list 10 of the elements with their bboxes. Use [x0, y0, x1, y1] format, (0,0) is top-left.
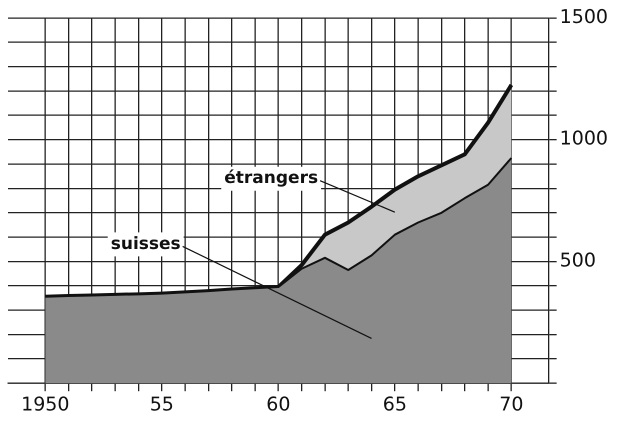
text: étrangers [224, 168, 318, 188]
y-tick-label: 500 [560, 249, 596, 272]
text: suisses [110, 234, 181, 254]
x-tick-label: 65 [382, 394, 407, 416]
x-tick-label: 1950 [21, 394, 70, 416]
x-tick-label: 55 [150, 394, 174, 416]
y-tick-label: 1000 [560, 128, 608, 150]
y-tick-label: 1500 [560, 6, 608, 28]
x-tick-label: 60 [266, 394, 290, 416]
x-tick-label: 70 [499, 394, 524, 416]
